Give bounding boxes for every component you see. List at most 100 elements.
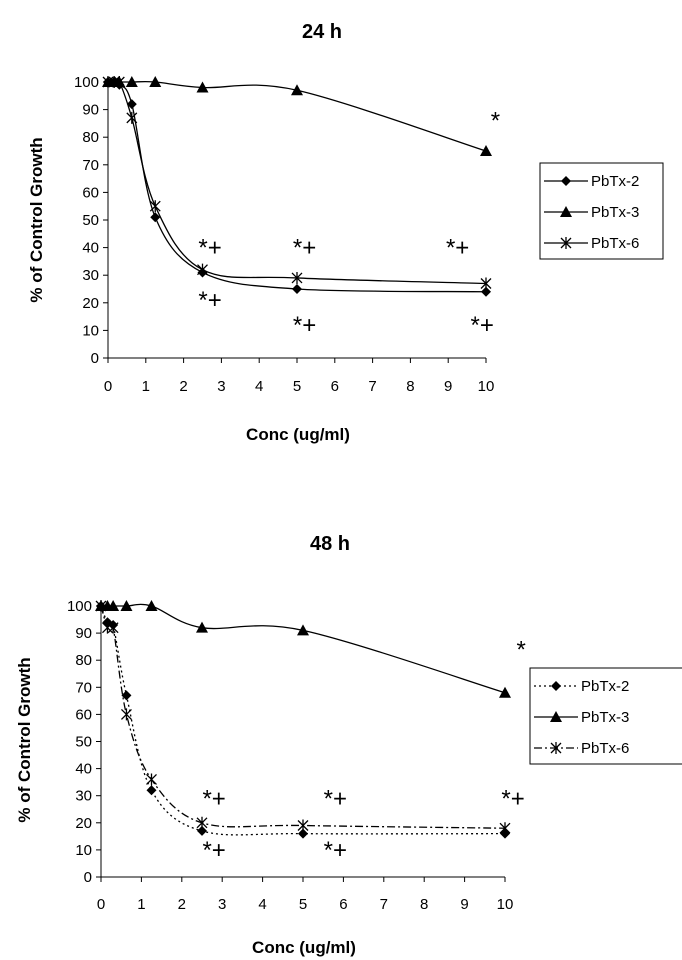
data-point-pbtx-3: [125, 76, 138, 87]
data-point-pbtx-6: [108, 76, 120, 88]
significance-marker: *+: [293, 235, 316, 262]
y-tick-label: 30: [75, 788, 92, 805]
data-point-pbtx-6: [102, 621, 113, 634]
legend-label: PbTx-3: [581, 709, 629, 726]
y-tick-label: 60: [82, 184, 99, 201]
y-tick-label: 40: [82, 240, 99, 257]
x-tick-label: 2: [178, 896, 186, 913]
data-point-pbtx-6: [113, 76, 125, 88]
significance-marker: *+: [471, 312, 494, 339]
data-point-pbtx-3: [196, 81, 209, 93]
data-point-pbtx-6: [146, 773, 157, 786]
x-axis-label: Conc (ug/ml): [246, 425, 350, 444]
significance-marker: *+: [293, 312, 316, 339]
significance-marker: *+: [202, 837, 225, 864]
y-tick-label: 60: [75, 706, 92, 723]
legend-marker: [550, 742, 562, 754]
y-tick-label: 80: [75, 652, 92, 669]
x-tick-label: 7: [380, 896, 388, 913]
data-point-pbtx-3: [480, 145, 492, 156]
data-point-pbtx-2: [298, 828, 308, 839]
significance-marker: *+: [202, 785, 225, 812]
y-tick-label: 100: [67, 598, 92, 615]
x-tick-label: 3: [218, 896, 226, 913]
data-point-pbtx-3: [297, 624, 309, 636]
y-tick-label: 0: [91, 350, 99, 367]
data-point-pbtx-6: [107, 621, 119, 634]
legend-marker: [561, 176, 571, 186]
x-tick-label: 10: [478, 378, 495, 395]
x-tick-label: 7: [368, 378, 376, 395]
data-point-pbtx-3: [149, 76, 162, 87]
chart-panel-48h: 48 h Conc (ug/ml)% of Control Growth 0 10 20…: [0, 470, 682, 960]
chart-panel-24h: 24 h Conc (ug/ml)% of Control Growth 0 10 20…: [0, 0, 682, 470]
legend-label: PbTx-2: [581, 678, 629, 695]
data-point-pbtx-6: [126, 111, 138, 124]
y-axis-label: % of Control Growth: [15, 657, 34, 822]
legend-marker: [551, 681, 561, 691]
legend-marker: [560, 206, 572, 217]
significance-marker: *+: [198, 235, 221, 262]
data-point-pbtx-3: [145, 600, 158, 611]
x-tick-label: 0: [104, 378, 112, 395]
x-tick-label: 10: [497, 896, 514, 913]
y-tick-label: 0: [84, 869, 92, 886]
x-tick-label: 6: [339, 896, 347, 913]
y-tick-label: 90: [75, 625, 92, 642]
x-tick-label: 8: [406, 378, 414, 395]
data-point-pbtx-3: [120, 600, 133, 611]
data-point-pbtx-3: [196, 621, 208, 633]
y-tick-label: 50: [82, 212, 99, 229]
series-line-pbtx-3: [101, 603, 506, 694]
x-tick-label: 2: [179, 378, 187, 395]
data-point-pbtx-6: [196, 816, 208, 829]
x-tick-label: 0: [97, 896, 105, 913]
y-tick-label: 40: [75, 761, 92, 778]
data-point-pbtx-2: [481, 286, 491, 297]
legend-label: PbTx-6: [581, 740, 629, 757]
legend-marker: [560, 237, 572, 249]
x-tick-label: 6: [331, 378, 339, 395]
data-point-pbtx-6: [291, 271, 303, 284]
y-tick-label: 50: [75, 734, 92, 751]
x-tick-label: 4: [255, 378, 263, 395]
x-tick-label: 9: [444, 378, 452, 395]
legend-label: PbTx-3: [591, 204, 639, 221]
x-tick-label: 1: [137, 896, 145, 913]
y-tick-label: 70: [75, 679, 92, 696]
data-point-pbtx-2: [146, 785, 157, 796]
series-line-pbtx-2: [100, 605, 506, 836]
x-tick-label: 1: [142, 378, 150, 395]
data-point-pbtx-6: [120, 708, 132, 721]
data-point-pbtx-6: [149, 200, 161, 213]
x-axis-label: Conc (ug/ml): [252, 938, 356, 957]
y-tick-label: 30: [82, 267, 99, 284]
data-point-pbtx-6: [499, 822, 511, 835]
data-point-pbtx-3: [107, 600, 120, 611]
y-tick-label: 80: [82, 129, 99, 146]
legend-label: PbTx-6: [591, 235, 639, 252]
significance-marker: *+: [198, 287, 221, 314]
data-point-pbtx-3: [499, 686, 511, 698]
y-tick-label: 90: [82, 102, 99, 119]
data-point-pbtx-2: [121, 690, 132, 701]
legend-label: PbTx-2: [591, 173, 639, 190]
legend-marker: [550, 711, 562, 722]
series-line-pbtx-6: [100, 605, 506, 829]
data-point-pbtx-2: [197, 825, 207, 836]
y-tick-label: 100: [74, 74, 99, 91]
x-tick-label: 3: [217, 378, 225, 395]
y-tick-label: 20: [82, 295, 99, 312]
data-point-pbtx-6: [95, 600, 107, 612]
data-point-pbtx-6: [480, 277, 492, 290]
chart-title: 24 h: [302, 21, 342, 43]
significance-marker: *+: [501, 785, 524, 812]
x-tick-label: 4: [258, 896, 266, 913]
y-axis-label: % of Control Growth: [27, 137, 46, 302]
y-tick-label: 10: [75, 842, 92, 859]
x-tick-label: 9: [460, 896, 468, 913]
x-tick-label: 5: [299, 896, 307, 913]
data-point-pbtx-3: [291, 84, 303, 96]
